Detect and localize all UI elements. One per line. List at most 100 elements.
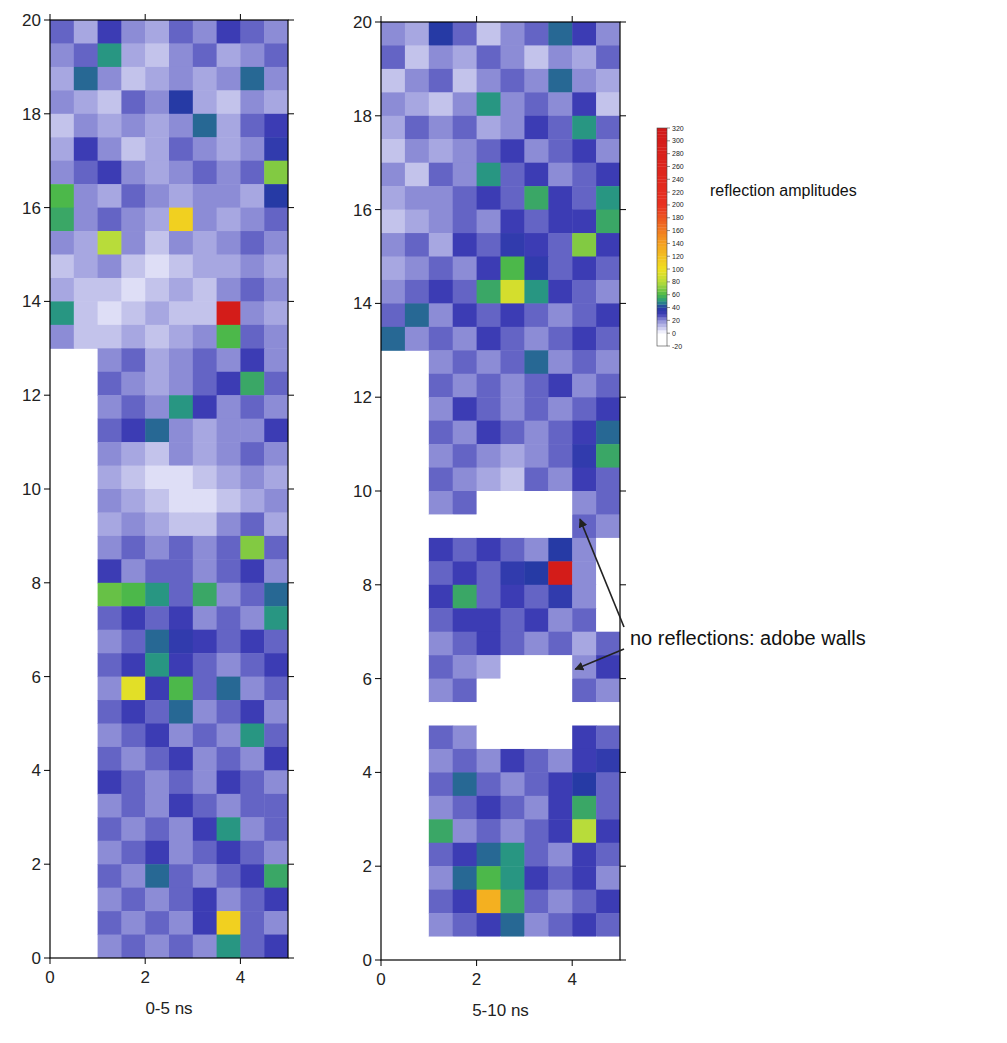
cell	[217, 90, 241, 114]
cell	[477, 22, 501, 46]
cell	[596, 819, 620, 843]
cell	[264, 747, 288, 771]
cell	[453, 186, 477, 210]
cell	[405, 92, 429, 116]
cell	[217, 724, 241, 748]
annotation-arrow	[580, 519, 624, 627]
cell	[169, 559, 193, 583]
cell	[477, 257, 501, 281]
cell	[548, 632, 572, 656]
cell	[98, 90, 122, 114]
cell	[477, 444, 501, 468]
y-tick	[288, 864, 294, 865]
color-bar-tick	[667, 320, 670, 321]
cell	[524, 421, 548, 445]
cell	[98, 442, 122, 466]
cell	[145, 325, 169, 349]
cell	[548, 679, 572, 703]
color-bar-tick	[667, 153, 670, 154]
color-bar-tick-label: 60	[672, 291, 680, 298]
cell	[453, 585, 477, 609]
cell	[217, 161, 241, 185]
cell	[429, 163, 453, 187]
cell	[501, 186, 525, 210]
x-tick-label: 0	[45, 968, 54, 987]
color-bar-tick	[667, 128, 670, 129]
cell	[98, 677, 122, 701]
cell	[121, 90, 145, 114]
color-bar-tick	[667, 243, 670, 244]
cell	[169, 841, 193, 865]
cell	[145, 794, 169, 818]
cell	[429, 608, 453, 632]
color-bar-band	[657, 189, 667, 193]
color-bar-tick-label: 300	[672, 137, 684, 144]
y-tick	[44, 770, 50, 771]
cell	[524, 280, 548, 304]
cell	[145, 606, 169, 630]
cell	[429, 139, 453, 163]
cell	[524, 69, 548, 93]
cell	[596, 116, 620, 140]
cell	[453, 233, 477, 257]
cell	[453, 632, 477, 656]
cell	[572, 749, 596, 773]
color-bar-band	[657, 308, 667, 312]
cell	[429, 655, 453, 679]
cell	[169, 67, 193, 91]
color-bar-band	[657, 320, 667, 324]
cell	[405, 186, 429, 210]
cell	[381, 116, 405, 140]
cell	[121, 278, 145, 302]
cell	[264, 67, 288, 91]
cell	[193, 653, 217, 677]
cell	[429, 702, 453, 726]
cell	[50, 301, 74, 325]
color-bar-band	[657, 192, 667, 196]
cell	[98, 630, 122, 654]
cell	[596, 45, 620, 69]
cell	[240, 67, 264, 91]
cell	[217, 911, 241, 935]
cell	[264, 888, 288, 912]
cell	[524, 233, 548, 257]
cell	[405, 69, 429, 93]
cell	[477, 327, 501, 351]
cell	[121, 184, 145, 208]
cell	[98, 372, 122, 396]
cell	[50, 114, 74, 138]
cell	[453, 655, 477, 679]
cell	[477, 538, 501, 562]
color-bar-band	[657, 330, 667, 334]
color-bar-band	[657, 128, 667, 132]
cell	[98, 395, 122, 419]
cell	[240, 231, 264, 255]
cell	[74, 161, 98, 185]
cell	[240, 395, 264, 419]
cell	[193, 67, 217, 91]
y-tick	[375, 491, 381, 492]
cell	[240, 208, 264, 232]
cell	[240, 911, 264, 935]
cell	[572, 913, 596, 937]
cell	[477, 303, 501, 327]
y-tick	[44, 958, 50, 959]
y-tick-label: 14	[353, 294, 372, 313]
cell	[501, 937, 525, 960]
cell	[381, 186, 405, 210]
panel-title: 0-5 ns	[145, 999, 192, 1018]
cell	[501, 749, 525, 773]
cell	[50, 20, 74, 44]
cell	[524, 491, 548, 515]
cell	[240, 583, 264, 607]
cell	[596, 303, 620, 327]
cell	[74, 20, 98, 44]
cell	[572, 421, 596, 445]
cell	[50, 184, 74, 208]
x-tick	[145, 14, 146, 20]
cell	[264, 935, 288, 958]
cell	[501, 45, 525, 69]
cell	[572, 22, 596, 46]
cell	[572, 561, 596, 585]
cell	[596, 866, 620, 890]
